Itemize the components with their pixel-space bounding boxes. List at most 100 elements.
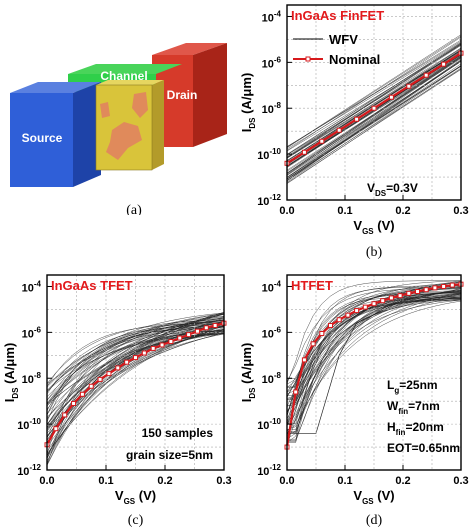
- x-tick-label: 0.3: [453, 205, 468, 217]
- x-tick-label: 0.0: [279, 475, 294, 487]
- chart-title: InGaAs TFET: [51, 278, 133, 293]
- nominal-marker: [150, 345, 156, 351]
- wfv-curve: [287, 59, 461, 181]
- nominal-marker: [441, 283, 447, 289]
- nominal-marker: [141, 350, 147, 356]
- panel-caption: (b): [366, 245, 383, 260]
- x-tick-label: 0.1: [337, 475, 352, 487]
- nominal-marker: [371, 301, 377, 307]
- nominal-marker: [362, 304, 368, 310]
- grid-lines: [287, 275, 461, 470]
- nominal-marker: [371, 105, 377, 111]
- panel-caption: (c): [128, 513, 144, 528]
- wfv-outlier-curve: [287, 288, 461, 434]
- plot-frame: [286, 4, 462, 201]
- nominal-marker: [106, 371, 112, 377]
- nominal-marker: [449, 282, 455, 288]
- wfv-curve: [287, 286, 461, 388]
- nominal-marker: [336, 127, 342, 133]
- nominal-marker: [124, 359, 130, 365]
- nominal-marker: [293, 389, 299, 395]
- source-top: [10, 82, 101, 93]
- nominal-marker: [388, 94, 394, 100]
- nominal-marker: [71, 400, 77, 406]
- grain-region-1: [132, 92, 148, 118]
- y-axis-label: IDS (A/μm): [2, 343, 20, 403]
- y-tick-label: 10-4: [262, 9, 282, 24]
- y-tick-label: 10-6: [262, 325, 282, 340]
- nominal-marker: [168, 339, 174, 345]
- gate-top: [96, 80, 164, 85]
- panel-c-chart: 10-4 10-6 10-8 10-10 10-120.0 0.1 0.2 0.3 VGS (V…: [2, 274, 232, 528]
- y-tick-label: 10-8: [262, 101, 282, 116]
- nominal-marker: [97, 376, 103, 382]
- plot-frame: [46, 274, 225, 471]
- grid-lines: [287, 5, 461, 200]
- param-hfin: Hfin=20nm: [387, 420, 444, 437]
- x-tick-label: 0.2: [395, 205, 410, 217]
- y-tick-label: 10-6: [262, 55, 282, 70]
- legend-nominal-label: Nominal: [329, 52, 380, 67]
- source-label: Source: [22, 131, 63, 145]
- drain-label: Drain: [167, 88, 198, 102]
- nominal-marker: [397, 293, 403, 299]
- nominal-marker: [159, 342, 165, 348]
- y-axis-label: IDS (A/μm): [239, 73, 257, 133]
- y-tick-label: 10-12: [257, 193, 281, 208]
- x-tick-label: 0.2: [157, 475, 172, 487]
- vds-annotation: VDS=0.3V: [367, 181, 418, 198]
- nominal-marker: [203, 325, 209, 331]
- plot-frame: [286, 274, 462, 471]
- drain-side: [193, 43, 227, 147]
- nominal-marker: [336, 317, 342, 323]
- nominal-marker: [319, 331, 325, 336]
- grid-lines: [47, 275, 224, 470]
- nominal-marker: [319, 138, 325, 144]
- grain-region-2: [106, 122, 142, 160]
- grain-region-3: [100, 102, 110, 118]
- wfv-curve: [287, 56, 461, 176]
- x-tick-label: 0.1: [337, 205, 352, 217]
- param-wfin: Wfin=7nm: [387, 399, 440, 416]
- nominal-marker: [115, 365, 121, 371]
- nominal-marker: [301, 357, 307, 363]
- y-tick-label: 10-4: [262, 279, 282, 294]
- nominal-marker: [354, 308, 360, 314]
- y-tick-label: 10-10: [257, 147, 281, 162]
- nominal-marker: [423, 287, 429, 293]
- chart-title: HTFET: [291, 278, 333, 293]
- nominal-marker: [388, 295, 394, 301]
- panel-d-chart: 10-4 10-6 10-8 10-10 10-120.0 0.1 0.2 0.3 VGS (V…: [239, 274, 469, 528]
- x-axis-label: VGS (V): [115, 488, 156, 506]
- drain-top: [152, 43, 227, 55]
- nominal-marker: [62, 412, 68, 418]
- legend-wfv-label: WFV: [329, 32, 358, 47]
- channel-label: Channel: [100, 69, 147, 83]
- caption-a: (a): [126, 203, 142, 215]
- y-tick-label: 10-8: [262, 371, 282, 386]
- x-tick-label: 0.0: [279, 205, 294, 217]
- annotation-samples: 150 samples: [142, 426, 214, 440]
- y-tick-label: 10-4: [22, 279, 42, 294]
- annotation-grain-size: grain size=5nm: [126, 448, 213, 462]
- nominal-marker: [354, 116, 360, 122]
- wfv-curve: [47, 320, 224, 466]
- legend-nominal-marker: [305, 56, 311, 62]
- nominal-marker: [88, 383, 94, 389]
- x-tick-label: 0.1: [98, 475, 113, 487]
- nominal-marker: [406, 290, 412, 296]
- x-tick-label: 0.0: [39, 475, 54, 487]
- nominal-marker: [301, 149, 307, 155]
- nominal-marker: [177, 335, 183, 341]
- y-tick-label: 10-12: [17, 463, 41, 478]
- nominal-marker: [380, 298, 386, 304]
- nominal-marker: [310, 341, 316, 347]
- y-axis-label: IDS (A/μm): [239, 343, 257, 403]
- nominal-marker: [186, 332, 192, 338]
- wfv-curve: [287, 60, 461, 180]
- nominal-marker: [212, 322, 218, 328]
- x-tick-label: 0.2: [395, 475, 410, 487]
- param-lg: Lg=25nm: [387, 378, 438, 395]
- nominal-marker: [432, 285, 438, 291]
- x-tick-label: 0.3: [216, 475, 231, 487]
